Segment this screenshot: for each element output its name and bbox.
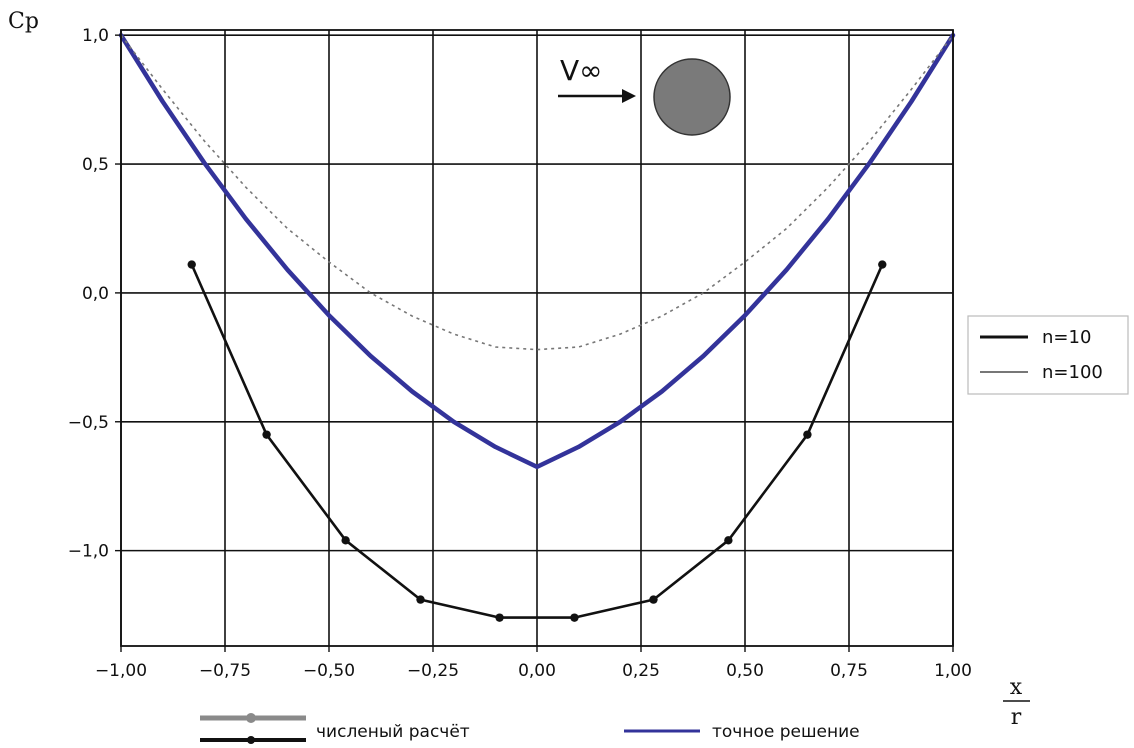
grid-lines [120,30,954,646]
bottom-legend-marker-black [247,736,255,744]
bottom-legend: численый расчёт точное решение [200,713,860,744]
y-tick-label: 1,0 [82,26,109,46]
x-tick-label: −0,25 [407,661,459,681]
bottom-legend-label-numeric: численый расчёт [316,722,470,742]
x-axis-title-denominator: r [1011,705,1022,730]
series-point-n10 [341,536,350,545]
y-tick-label: 0,5 [82,155,109,175]
legend: n=10 n=100 [967,315,1129,395]
series-line-n100 [120,34,954,351]
x-tick-label: 0,50 [726,661,764,681]
series-point-n10 [878,260,887,269]
x-tick-label: 0,00 [518,661,556,681]
series-point-n10 [187,260,196,269]
x-tick-label: −1,00 [95,661,147,681]
series-point-n10 [416,595,425,604]
flow-inset: V∞ [558,54,731,136]
x-tick-label: 0,25 [622,661,660,681]
legend-label-n10: n=10 [1042,327,1091,348]
series-point-n10 [262,430,271,439]
series-layer [118,32,956,622]
series-point-n10 [803,430,812,439]
x-tick-label: 1,00 [934,661,972,681]
x-tick-label: −0,50 [303,661,355,681]
x-tick-label: −0,75 [199,661,251,681]
cylinder-circle-icon [653,58,731,136]
bottom-legend-marker-gray [246,713,256,723]
series-point-n10 [495,613,504,622]
series-line-n10 [190,263,884,619]
series-line-exact [118,32,956,470]
bottom-legend-label-exact: точное решение [712,722,860,742]
legend-label-n100: n=100 [1042,362,1103,383]
y-tick-label: −1,0 [68,542,109,562]
series-point-n10 [649,595,658,604]
tick-labels: −1,00 −0,75 −0,50 −0,25 0,00 0,25 0,50 0,75 1,00… [68,26,972,681]
velocity-label: V∞ [560,54,602,87]
y-tick-label: −0,5 [68,413,109,433]
x-tick-label: 0,75 [830,661,868,681]
flow-arrow-head-icon [622,89,636,103]
x-axis-title-numerator: x [1010,675,1023,700]
legend-frame [967,315,1129,395]
series-point-n10 [570,613,579,622]
series-point-n10 [724,536,733,545]
y-tick-label: 0,0 [82,284,109,304]
y-axis-title: Cp [8,9,39,34]
